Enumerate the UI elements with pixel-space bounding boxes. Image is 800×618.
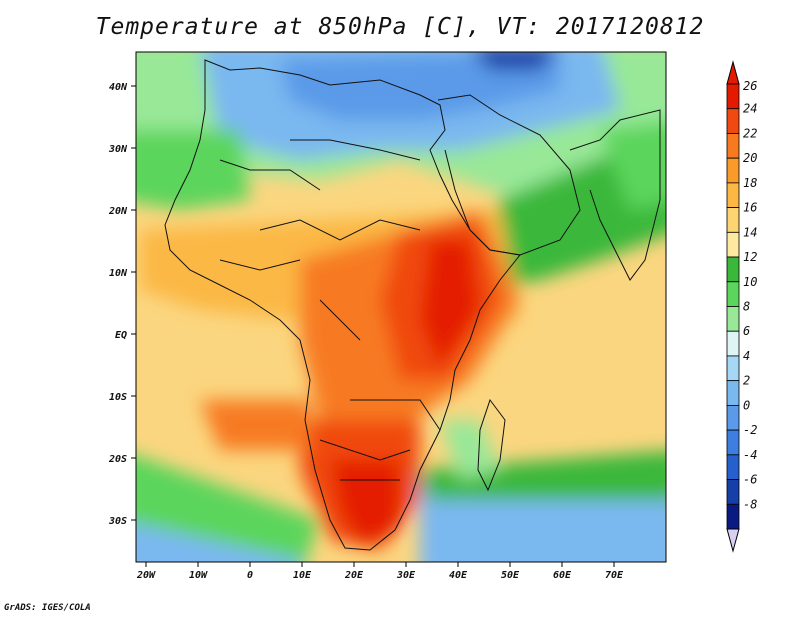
lon-tick-label: 0 bbox=[247, 570, 253, 581]
colorbar-label: -4 bbox=[743, 448, 757, 462]
colorbar-label: 12 bbox=[743, 250, 757, 264]
colorbar-label: 24 bbox=[743, 102, 757, 116]
longitude-ticks: 20W 10W 0 10E 20E 30E 40E 50E 60E 70E bbox=[136, 562, 624, 581]
colorbar-segment bbox=[726, 281, 740, 307]
colorbar-label: 14 bbox=[743, 225, 757, 239]
colorbar-segment bbox=[726, 108, 740, 134]
colorbar-segment bbox=[726, 182, 740, 209]
colorbar-top-cap bbox=[726, 60, 740, 85]
colorbar-segment bbox=[726, 380, 740, 406]
lon-tick-label: 70E bbox=[605, 570, 624, 581]
colorbar-segment bbox=[726, 355, 740, 382]
lat-tick-label: 10S bbox=[109, 392, 127, 403]
lat-tick-label: 30S bbox=[108, 516, 127, 527]
lon-tick-label: 40E bbox=[449, 570, 468, 581]
lon-tick-label: 20E bbox=[344, 570, 364, 581]
latitude-ticks: 40N 30N 20N 10N EQ 10S 20S 30S bbox=[108, 82, 136, 527]
colorbar-segment bbox=[726, 306, 740, 332]
colorbar-label: 20 bbox=[743, 151, 757, 165]
colorbar-segment bbox=[726, 330, 740, 357]
lat-tick-label: 30N bbox=[108, 144, 128, 155]
colorbar-label: 22 bbox=[743, 126, 757, 140]
colorbar-label: 16 bbox=[743, 201, 757, 215]
colorbar-label: 10 bbox=[743, 275, 757, 289]
lon-tick-label: 60E bbox=[553, 570, 572, 581]
colorbar-label: 26 bbox=[743, 79, 757, 93]
colorbar-label: 2 bbox=[743, 374, 750, 388]
colorbar-label: 18 bbox=[743, 176, 757, 190]
lat-tick-label: EQ bbox=[115, 330, 127, 341]
colorbar-label: -6 bbox=[743, 473, 757, 487]
colorbar-segment bbox=[726, 157, 740, 184]
lon-tick-label: 30E bbox=[396, 570, 416, 581]
colorbar-label: 6 bbox=[743, 324, 750, 338]
colorbar-segment bbox=[726, 404, 740, 431]
colorbar-bottom-cap bbox=[726, 528, 740, 553]
temperature-field bbox=[136, 52, 666, 562]
colorbar-label: -2 bbox=[743, 423, 757, 437]
colorbar-segment bbox=[726, 133, 740, 159]
colorbar-segment bbox=[726, 231, 740, 258]
lon-tick-label: 10W bbox=[189, 570, 208, 581]
colorbar-label: 0 bbox=[743, 398, 750, 412]
lat-tick-label: 40N bbox=[109, 82, 128, 93]
colorbar-segment bbox=[726, 479, 740, 505]
lat-tick-label: 20N bbox=[108, 206, 128, 217]
colorbar-segment bbox=[726, 207, 740, 233]
colorbar-segment bbox=[726, 429, 740, 456]
lon-tick-label: 10E bbox=[293, 570, 312, 581]
colorbar-segment bbox=[726, 83, 740, 110]
lat-tick-label: 20S bbox=[108, 454, 127, 465]
lon-tick-label: 50E bbox=[501, 570, 520, 581]
colorbar-segment bbox=[726, 256, 740, 283]
map-frame bbox=[135, 51, 667, 563]
colorbar-label: 8 bbox=[743, 300, 750, 314]
colorbar-segment bbox=[726, 454, 740, 480]
map-title: Temperature at 850hPa [C], VT: 201712081… bbox=[95, 14, 705, 40]
lon-tick-label: 20W bbox=[136, 570, 156, 581]
colorbar-label: 4 bbox=[743, 349, 750, 363]
colorbar-label: -8 bbox=[743, 497, 757, 511]
lat-tick-label: 10N bbox=[109, 268, 128, 279]
colorbar-segment bbox=[726, 503, 740, 530]
credit-label: GrADS: IGES/COLA bbox=[4, 603, 91, 613]
coastlines bbox=[164, 59, 661, 551]
